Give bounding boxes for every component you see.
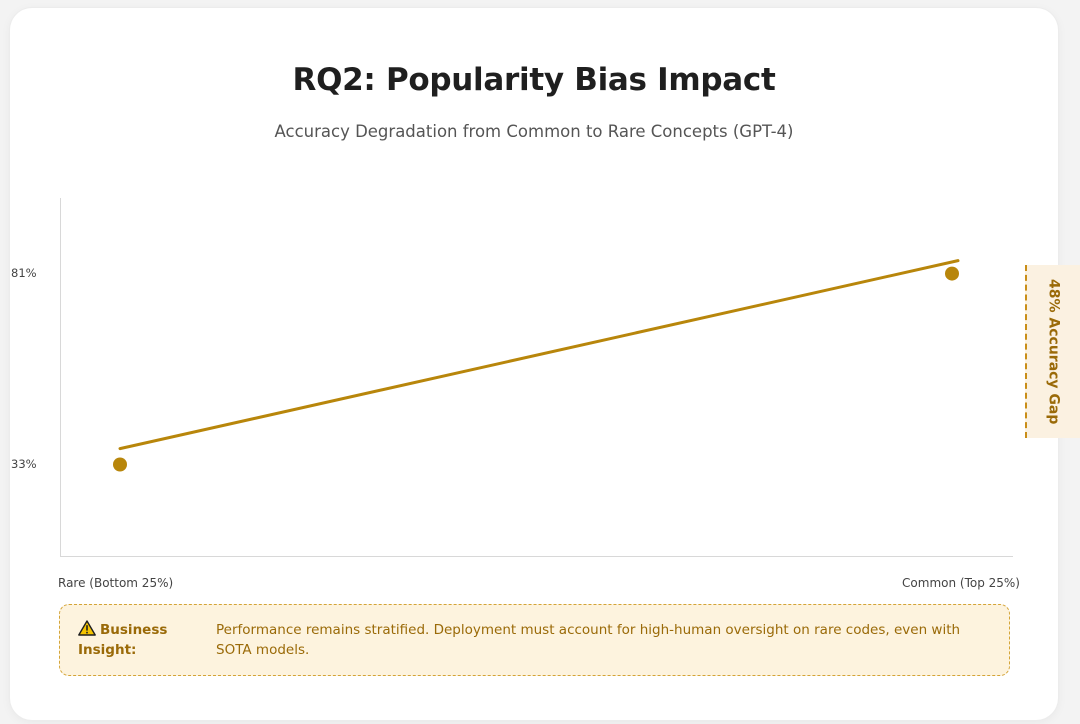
insight-title: Business Insight:	[78, 620, 188, 660]
x-tick-label-common: Common (Top 25%)	[902, 576, 1020, 590]
y-axis-line	[60, 198, 61, 556]
data-point[interactable]	[945, 266, 959, 281]
chart-title: RQ2: Popularity Bias Impact	[292, 62, 776, 98]
business-insight-callout: Business Insight: Performance remains st…	[59, 604, 1010, 676]
y-tick-label: 81%	[11, 265, 37, 280]
y-tick-label: 33%	[11, 456, 37, 471]
series-line	[118, 259, 960, 451]
plot-area	[113, 259, 960, 472]
insight-text: Performance remains stratified. Deployme…	[216, 622, 961, 658]
accuracy-gap-label: 48% Accuracy Gap	[1045, 278, 1062, 425]
insight-title-text: Business Insight:	[78, 622, 168, 658]
x-axis-line	[60, 556, 1013, 557]
x-tick-label-rare: Rare (Bottom 25%)	[58, 576, 174, 590]
chart-card: RQ2: Popularity Bias Impact Accuracy Deg…	[10, 8, 1058, 720]
data-point[interactable]	[113, 457, 127, 472]
accuracy-gap-callout: 48% Accuracy Gap	[1025, 265, 1080, 438]
chart-subtitle: Accuracy Degradation from Common to Rare…	[274, 122, 794, 141]
warning-icon	[78, 620, 96, 636]
